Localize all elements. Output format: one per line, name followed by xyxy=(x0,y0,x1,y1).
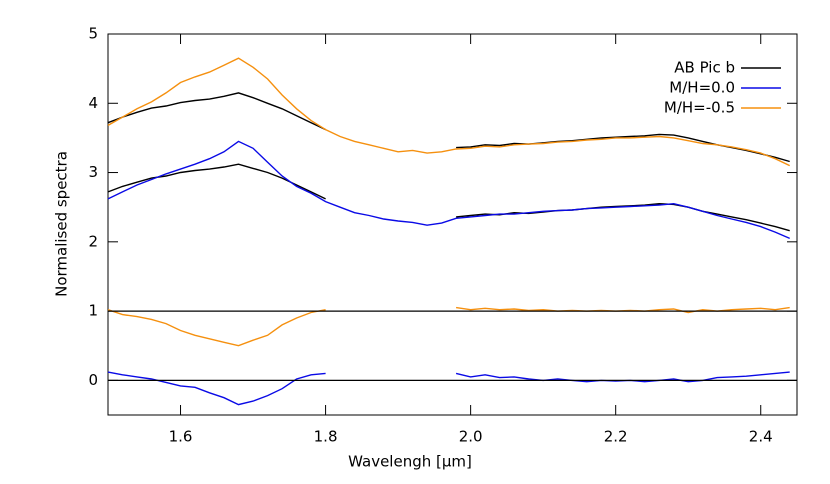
x-tick-label: 2.0 xyxy=(459,428,483,446)
spectrum-line xyxy=(107,140,790,240)
x-axis-label: Wavelengh [μm] xyxy=(348,453,472,471)
spectrum-line xyxy=(107,57,791,167)
legend-label: M/H=0.0 xyxy=(669,79,735,97)
y-tick-label: 4 xyxy=(88,94,98,112)
legend-label: M/H=-0.5 xyxy=(664,99,735,117)
x-tick-label: 2.4 xyxy=(749,428,773,446)
x-tick-label: 2.2 xyxy=(604,428,628,446)
spectrum-line xyxy=(107,371,790,406)
legend-label: AB Pic b xyxy=(674,59,735,77)
x-tick-label: 1.6 xyxy=(169,428,193,446)
x-tick-label: 1.8 xyxy=(314,428,338,446)
y-tick-label: 0 xyxy=(88,371,98,389)
y-tick-label: 2 xyxy=(88,232,98,250)
y-axis-label: Normalised spectra xyxy=(53,151,71,297)
y-tick-label: 1 xyxy=(88,302,98,320)
plot-frame xyxy=(107,33,798,416)
y-tick-label: 3 xyxy=(88,163,98,181)
spectrum-line xyxy=(107,306,790,347)
y-tick-label: 5 xyxy=(88,25,98,43)
